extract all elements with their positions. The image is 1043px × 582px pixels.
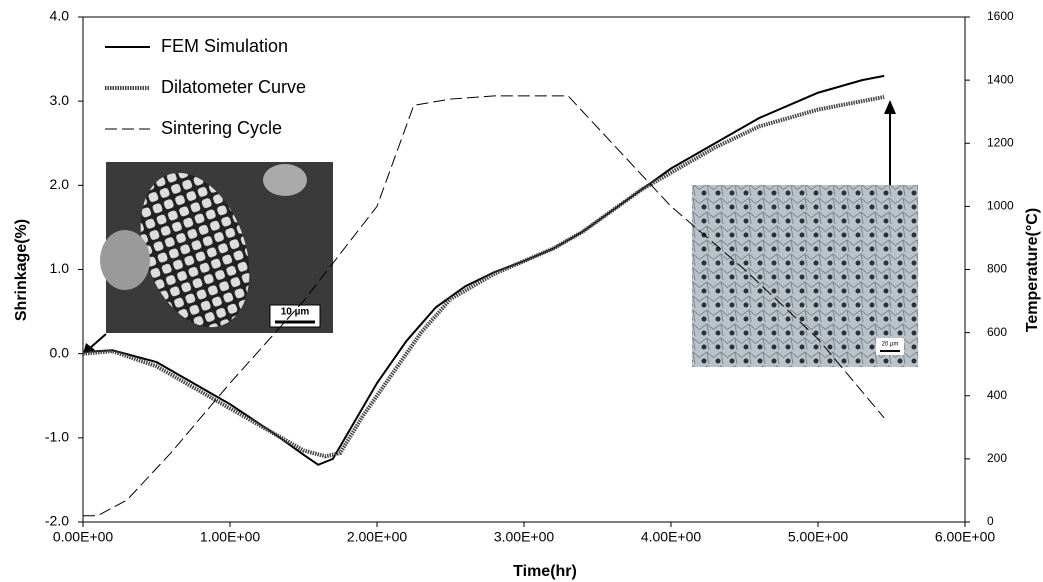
- y2-tick-label: 200: [987, 451, 1007, 465]
- x-tick-label: 6.00E+00: [935, 529, 996, 545]
- y-tick-label: -2.0: [45, 513, 69, 529]
- y-tick-label: 1.0: [50, 260, 70, 276]
- y2-axis-title: Temperature(°C): [1024, 208, 1041, 332]
- legend-label: Dilatometer Curve: [161, 77, 306, 97]
- x-tick-label: 5.00E+00: [788, 529, 849, 545]
- x-axis-title: Time(hr): [513, 563, 577, 580]
- y2-tick-label: 800: [987, 262, 1007, 276]
- y-tick-label: -1.0: [45, 429, 69, 445]
- scale-label: 10 µm: [281, 307, 310, 318]
- y2-tick-label: 1600: [987, 9, 1014, 23]
- y2-tick-label: 1200: [987, 135, 1014, 149]
- x-tick-label: 1.00E+00: [200, 529, 261, 545]
- series-line: [83, 95, 885, 517]
- y-axis-title: Shrinkage(%): [13, 219, 30, 321]
- y-tick-label: 2.0: [50, 176, 70, 192]
- inset-left: 10 µm: [100, 162, 333, 333]
- series-line: [82, 74, 885, 466]
- y2-tick-label: 1000: [987, 199, 1014, 213]
- x-tick-label: 4.00E+00: [641, 529, 702, 545]
- x-tick-label: 3.00E+00: [494, 529, 555, 545]
- y2-tick-label: 600: [987, 325, 1007, 339]
- scale-label: 20 µm: [882, 342, 899, 348]
- legend-label: Sintering Cycle: [161, 118, 282, 138]
- y2-tick-label: 1400: [987, 72, 1014, 86]
- inset-right: 20 µm: [692, 185, 918, 367]
- y-tick-label: 0.0: [50, 344, 70, 360]
- legend-label: FEM Simulation: [161, 36, 288, 56]
- series-line: [82, 94, 885, 459]
- x-tick-label: 0.00E+00: [53, 529, 114, 545]
- y-tick-label: 3.0: [50, 92, 70, 108]
- x-tick-label: 2.00E+00: [347, 529, 408, 545]
- y2-tick-label: 0: [987, 514, 994, 528]
- y-tick-label: 4.0: [50, 8, 70, 24]
- y2-tick-label: 400: [987, 388, 1007, 402]
